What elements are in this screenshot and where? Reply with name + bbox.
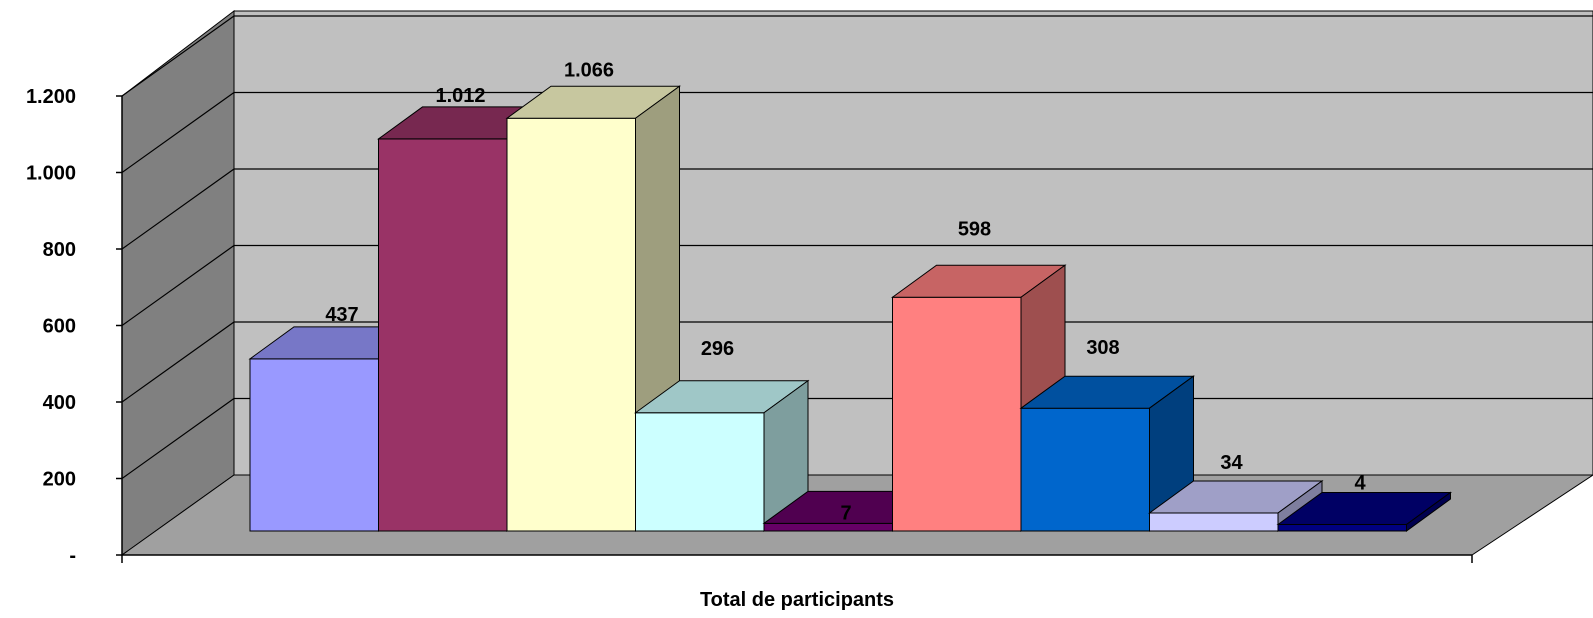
bar	[1276, 491, 1453, 532]
x-axis-title: Total de participants	[700, 589, 894, 611]
data-label: 7	[840, 502, 851, 524]
bar-front	[1149, 512, 1279, 532]
bar-front	[763, 522, 893, 532]
data-label: 1.012	[435, 85, 485, 107]
y-axis: - 200 400 600 800 1.000 1.200	[26, 86, 1473, 567]
bar-front	[1277, 523, 1407, 532]
bar-side	[1406, 491, 1451, 532]
data-label: 34	[1220, 452, 1243, 474]
y-tick-label: 200	[43, 469, 76, 491]
bar	[1019, 375, 1196, 532]
bars	[248, 85, 1453, 532]
bar-front	[506, 117, 636, 532]
data-label: 437	[325, 304, 358, 326]
gridline	[121, 244, 1593, 326]
gridline	[121, 91, 1593, 173]
y-tick-label: 1.200	[26, 86, 76, 108]
y-tick-label: -	[69, 545, 76, 567]
bar-front	[635, 412, 765, 532]
bar-front	[892, 296, 1022, 532]
gridline	[121, 15, 1593, 97]
data-label: 4	[1354, 472, 1366, 494]
gridline	[121, 168, 1593, 250]
y-tick-label: 600	[43, 316, 76, 338]
data-label: 296	[701, 338, 734, 360]
gridline	[121, 321, 1593, 403]
bar	[633, 379, 810, 532]
y-tick-label: 1.000	[26, 163, 76, 185]
bar-front	[378, 138, 508, 532]
y-tick-label: 800	[43, 239, 76, 261]
side-wall	[121, 9, 235, 556]
bar-front	[1020, 407, 1150, 532]
y-tick-label: 400	[43, 392, 76, 414]
gridlines	[121, 15, 1593, 479]
data-label: 598	[958, 218, 991, 240]
data-label: 308	[1086, 337, 1119, 359]
data-label: 1.066	[564, 59, 614, 81]
bar-front	[249, 358, 379, 532]
data-labels: 437 1.012 1.066 296 7 598 308 34 4	[325, 59, 1366, 524]
